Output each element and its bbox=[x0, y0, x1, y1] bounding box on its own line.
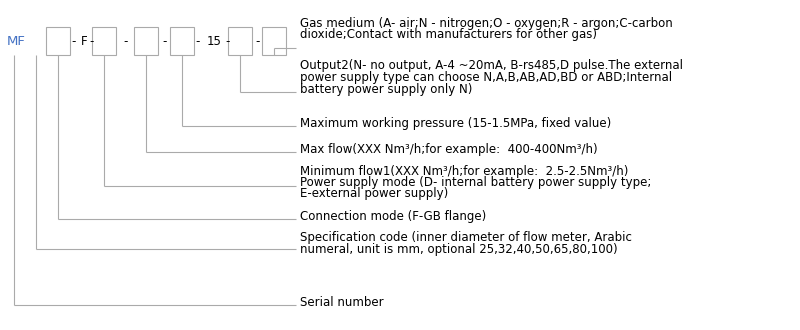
Text: Maximum working pressure (15-1.5MPa, fixed value): Maximum working pressure (15-1.5MPa, fix… bbox=[300, 117, 611, 130]
Text: -: - bbox=[162, 35, 166, 48]
Text: dioxide;Contact with manufacturers for other gas): dioxide;Contact with manufacturers for o… bbox=[300, 28, 597, 41]
Text: Gas medium (A- air;N - nitrogen;O - oxygen;R - argon;C-carbon: Gas medium (A- air;N - nitrogen;O - oxyg… bbox=[300, 16, 673, 30]
Text: Power supply mode (D- internal battery power supply type;: Power supply mode (D- internal battery p… bbox=[300, 176, 651, 189]
Bar bbox=[92, 27, 116, 55]
Text: F: F bbox=[81, 35, 87, 48]
Text: -: - bbox=[90, 35, 94, 48]
Text: -: - bbox=[196, 35, 200, 48]
Text: 15: 15 bbox=[207, 35, 222, 48]
Text: Connection mode (F-GB flange): Connection mode (F-GB flange) bbox=[300, 210, 486, 223]
Text: -: - bbox=[123, 35, 127, 48]
Bar bbox=[134, 27, 158, 55]
Bar bbox=[170, 27, 194, 55]
Bar bbox=[228, 27, 252, 55]
Text: power supply type can choose N,A,B,AB,AD,BD or ABD;Internal: power supply type can choose N,A,B,AB,AD… bbox=[300, 71, 672, 84]
Text: Minimum flow1(XXX Nm³/h;for example:  2.5-2.5Nm³/h): Minimum flow1(XXX Nm³/h;for example: 2.5… bbox=[300, 165, 628, 178]
Text: E-external power supply): E-external power supply) bbox=[300, 187, 448, 200]
Text: Specification code (inner diameter of flow meter, Arabic: Specification code (inner diameter of fl… bbox=[300, 231, 632, 244]
Text: -: - bbox=[71, 35, 75, 48]
Text: Max flow(XXX Nm³/h;for example:  400-400Nm³/h): Max flow(XXX Nm³/h;for example: 400-400N… bbox=[300, 143, 598, 156]
Text: -: - bbox=[255, 35, 259, 48]
Text: battery power supply only N): battery power supply only N) bbox=[300, 82, 472, 96]
Text: MF: MF bbox=[6, 35, 26, 48]
Text: Serial number: Serial number bbox=[300, 296, 384, 310]
Text: numeral, unit is mm, optional 25,32,40,50,65,80,100): numeral, unit is mm, optional 25,32,40,5… bbox=[300, 243, 618, 256]
Text: -: - bbox=[226, 35, 230, 48]
Text: Output2(N- no output, A-4 ~20mA, B-rs485,D pulse.The external: Output2(N- no output, A-4 ~20mA, B-rs485… bbox=[300, 59, 683, 73]
Bar bbox=[46, 27, 70, 55]
Bar bbox=[262, 27, 286, 55]
